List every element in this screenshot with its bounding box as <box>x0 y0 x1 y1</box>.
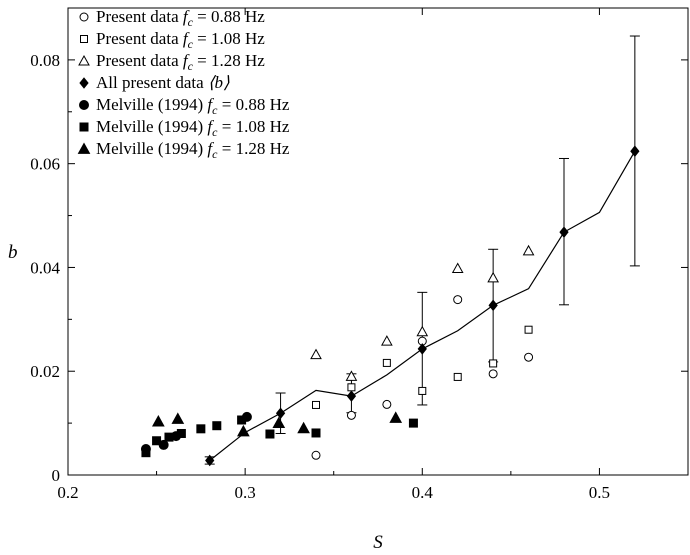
data-point-series-0 <box>453 295 463 305</box>
x-axis-title: S <box>373 532 383 553</box>
legend-entry-value: = 0.88 Hz <box>193 7 265 26</box>
legend-entry-subscript: c <box>212 147 218 161</box>
y-tick-label: 0 <box>52 466 61 485</box>
y-axis-title: b <box>8 242 18 263</box>
legend-entry-value: = 1.08 Hz <box>217 117 289 136</box>
data-point-series-0 <box>524 352 534 362</box>
y-tick-label: 0.08 <box>30 51 60 70</box>
data-point-series-3 <box>205 454 215 467</box>
data-point-series-0 <box>311 450 321 460</box>
data-point-series-2 <box>451 262 464 273</box>
legend-entry-subscript: c <box>212 125 218 139</box>
legend-entry: All present data ⟨b⟩ <box>96 73 230 92</box>
data-point-series-1 <box>382 358 391 367</box>
data-point-series-1 <box>524 325 533 334</box>
legend-entry-label: All present data <box>96 73 208 92</box>
data-point-series-5 <box>164 432 174 442</box>
data-point-series-3 <box>630 145 640 158</box>
data-point-series-5 <box>237 415 247 425</box>
data-point-series-0 <box>382 399 392 409</box>
legend-marker <box>79 12 89 22</box>
data-point-series-5 <box>265 429 275 439</box>
data-point-series-1 <box>312 400 320 409</box>
legend-entry-label: Melville (1994) <box>96 139 207 158</box>
legend-entry-subscript: c <box>188 15 194 29</box>
legend-entry-value: = 0.88 Hz <box>217 95 289 114</box>
data-point-series-5 <box>196 424 206 434</box>
y-tick-label: 0.04 <box>30 258 60 277</box>
legend-entry-value: = 1.28 Hz <box>193 51 265 70</box>
data-point-series-2 <box>310 348 322 360</box>
legend-entry: Melville (1994) fc = 1.28 Hz <box>96 139 290 161</box>
data-point-series-0 <box>346 410 356 420</box>
legend-marker <box>78 54 90 66</box>
legend-entry-value: = 1.28 Hz <box>217 139 289 158</box>
legend-entry-symbol: f <box>207 139 214 158</box>
data-point-series-3 <box>275 407 286 420</box>
data-point-series-6 <box>151 415 165 427</box>
data-point-series-3 <box>346 390 357 402</box>
legend-marker <box>77 142 91 154</box>
data-point-series-6 <box>389 411 403 423</box>
legend-marker <box>79 100 89 110</box>
axis-ticks: 0.2 0.3 0.4 0.5 0 0.02 0.04 0.06 0.08 <box>30 8 689 502</box>
legend-entry-symbol: f <box>183 29 190 48</box>
legend-entry-subscript: c <box>212 103 218 117</box>
legend-marker <box>79 77 89 89</box>
data-point-series-1 <box>489 359 498 368</box>
data-point-series-2 <box>381 335 393 346</box>
data-point-series-3 <box>559 226 569 238</box>
data-point-series-2 <box>416 325 429 337</box>
x-tick-label: 0.2 <box>57 483 78 502</box>
x-tick-label: 0.3 <box>235 483 256 502</box>
data-point-series-5 <box>311 428 321 438</box>
data-point-series-5 <box>152 436 162 446</box>
data-point-series-5 <box>176 428 186 438</box>
data-point-series-2 <box>345 370 358 381</box>
legend-entry-symbol: f <box>183 7 190 26</box>
legend-entry-subscript: c <box>188 59 194 73</box>
legend-entry-subscript: c <box>188 37 194 51</box>
legend-entry: Melville (1994) fc = 1.08 Hz <box>96 117 290 139</box>
data-point-series-3 <box>488 299 498 312</box>
data-point-series-5 <box>408 418 418 428</box>
data-point-series-1 <box>418 386 427 395</box>
legend-entry: Present data fc = 0.88 Hz <box>96 7 265 29</box>
data-point-series-2 <box>487 271 499 283</box>
data-point-series-6 <box>237 424 250 437</box>
legend-entry-value: = 1.08 Hz <box>193 29 265 48</box>
x-tick-label: 0.4 <box>412 483 434 502</box>
legend-entry-symbol: f <box>207 95 214 114</box>
legend-entry-symbol: ⟨b⟩ <box>208 73 230 92</box>
data-point-series-2 <box>522 244 535 256</box>
legend-entry-label: Present data <box>96 29 183 48</box>
data-point-series-1 <box>453 372 462 381</box>
legend-marker <box>80 35 88 43</box>
data-point-series-1 <box>347 383 356 392</box>
legend-entry-symbol: f <box>183 51 190 70</box>
legend-entry-label: Present data <box>96 7 183 26</box>
legend-marker <box>79 122 89 132</box>
legend-entry: Present data fc = 1.08 Hz <box>96 29 265 51</box>
data-points <box>140 145 640 467</box>
legend-entry: Present data fc = 1.28 Hz <box>96 51 265 73</box>
y-tick-label: 0.06 <box>30 155 60 174</box>
data-point-series-5 <box>212 421 222 431</box>
legend-entry: Melville (1994) fc = 0.88 Hz <box>96 95 290 117</box>
data-point-series-5 <box>141 448 151 458</box>
data-point-series-0 <box>488 369 498 379</box>
data-point-series-3 <box>417 343 427 355</box>
x-tick-label: 0.5 <box>589 483 610 502</box>
legend-entry-label: Melville (1994) <box>96 95 207 114</box>
data-point-series-6 <box>171 412 185 424</box>
legend-entry-label: Present data <box>96 51 183 70</box>
legend-entry-symbol: f <box>207 117 214 136</box>
legend-entry-label: Melville (1994) <box>96 117 207 136</box>
data-point-series-6 <box>272 416 286 429</box>
y-tick-label: 0.02 <box>30 362 60 381</box>
plot-frame <box>67 7 689 476</box>
data-point-series-6 <box>297 421 310 434</box>
